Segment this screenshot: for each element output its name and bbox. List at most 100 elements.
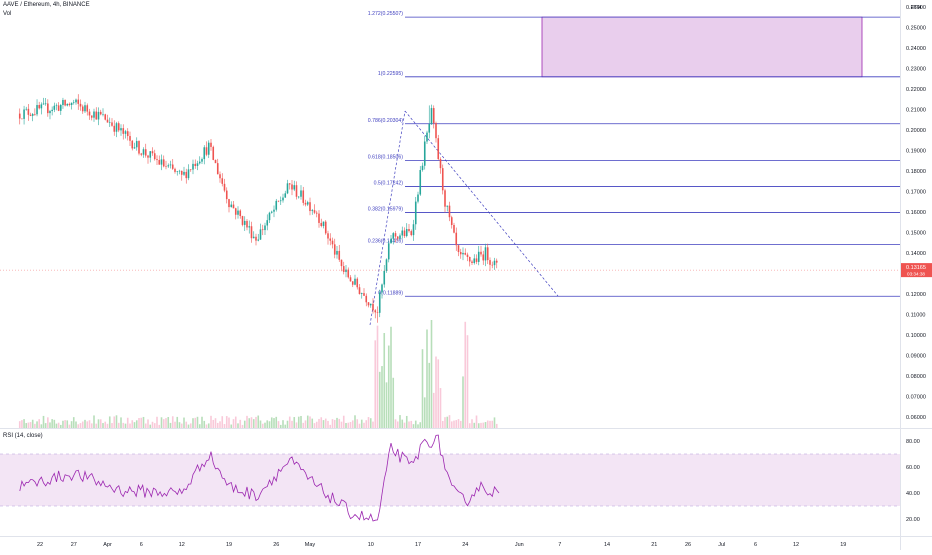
- volume-bar: [25, 423, 28, 428]
- candle-body: [369, 303, 372, 306]
- volume-bar: [223, 424, 226, 428]
- volume-bar: [288, 416, 291, 428]
- volume-bar: [313, 423, 316, 428]
- candle-body: [302, 190, 305, 203]
- volume-bar: [232, 419, 235, 428]
- volume-bar: [34, 423, 36, 428]
- rsi-axis[interactable]: 80.00 60.00 40.00 20.00: [906, 439, 920, 523]
- candle-body: [225, 190, 228, 200]
- candle-body: [203, 147, 206, 160]
- candle-body: [457, 245, 460, 253]
- candle-body: [131, 140, 134, 149]
- volume-bar: [255, 416, 257, 428]
- price-tick-label: 0.11000: [906, 313, 925, 319]
- volume-bar: [180, 423, 183, 428]
- volume-bar: [349, 421, 352, 428]
- volume-bar: [216, 422, 219, 428]
- symbol-legend[interactable]: AAVE / Ethereum, 4h, BINANCE: [3, 2, 90, 8]
- candle-body: [241, 216, 244, 225]
- volume-legend[interactable]: Vol: [3, 11, 12, 17]
- current-price-tag: 0.13165 03:34:38: [901, 263, 932, 278]
- volume-bar: [210, 415, 212, 428]
- candle-body: [25, 108, 28, 110]
- candle-body: [81, 106, 84, 112]
- candle-body: [489, 260, 491, 265]
- volume-bar: [129, 423, 131, 428]
- candle-body: [315, 212, 318, 214]
- candle-body: [356, 278, 359, 288]
- candle-body: [133, 147, 136, 149]
- candle-body: [102, 114, 104, 115]
- candle-body: [187, 169, 190, 179]
- volume-bar: [284, 424, 287, 428]
- volume-bar: [149, 424, 152, 428]
- candle-body: [493, 260, 496, 266]
- volume-bar: [93, 415, 95, 428]
- time-tick-label: 12: [179, 542, 185, 548]
- volume-bar: [462, 376, 464, 428]
- volume-bar: [165, 418, 167, 428]
- fib-level-label: 0.382(0.15979): [368, 206, 403, 212]
- volume-bar: [347, 422, 350, 428]
- volume-bar: [304, 420, 307, 428]
- volume-bar: [385, 382, 388, 428]
- price-axis[interactable]: 0.26000 0.25000 0.24000 0.23000 0.22000 0.210…: [906, 5, 926, 421]
- volume-bar: [113, 416, 116, 428]
- time-tick-label: 26: [273, 542, 279, 548]
- candle-body: [423, 141, 426, 166]
- time-tick-label: May: [305, 542, 316, 548]
- candle-body: [36, 105, 38, 115]
- volume-bar: [419, 422, 422, 428]
- volume-bar: [309, 416, 311, 428]
- candle-body: [446, 205, 449, 207]
- candle-body: [210, 142, 212, 147]
- candle-body: [435, 123, 437, 139]
- volume-bar: [345, 422, 347, 428]
- volume-bar: [225, 416, 228, 428]
- time-tick-label: Apr: [103, 542, 112, 548]
- candle-body: [288, 183, 291, 185]
- price-tick-label: 0.09000: [906, 354, 926, 360]
- volume-bar: [297, 416, 300, 428]
- candle-body: [205, 147, 208, 155]
- volume-bar: [72, 417, 75, 428]
- volume-bar: [414, 420, 417, 428]
- candle-body: [185, 171, 188, 179]
- candle-body: [419, 170, 422, 195]
- fibonacci-retracement[interactable]: 1.272(0.25507) 1(0.22595) 0.786(0.20304) 0.…: [368, 11, 900, 297]
- price-tick-label: 0.25000: [906, 26, 926, 32]
- candle-body: [180, 170, 183, 175]
- candle-body: [291, 184, 293, 190]
- volume-bar: [248, 418, 251, 428]
- fib-target-zone[interactable]: [541, 16, 863, 78]
- volume-bar: [340, 421, 343, 428]
- candle-body: [72, 102, 75, 103]
- candle-body: [439, 159, 442, 169]
- volume-bar: [277, 421, 280, 428]
- candle-body: [90, 115, 93, 118]
- candle-body: [466, 254, 469, 257]
- bar-countdown: 03:34:38: [907, 272, 925, 277]
- candle-body: [275, 200, 278, 210]
- volume-bar: [306, 415, 309, 428]
- candle-body: [115, 123, 118, 132]
- volume-bar: [365, 420, 368, 428]
- volume-bar: [42, 415, 45, 428]
- volume-bar: [374, 340, 377, 428]
- trendlines[interactable]: [369, 110, 559, 326]
- candle-body: [333, 244, 336, 255]
- time-axis[interactable]: 22 27 Apr 6 12 19 26 May 10 17 24 Jun 7 14 21 26 Jul 6 12 1…: [37, 542, 846, 548]
- volume-bar: [51, 419, 53, 428]
- rsi-legend[interactable]: RSI (14, close): [3, 433, 43, 439]
- candle-body: [64, 99, 66, 106]
- volume-bar: [484, 422, 487, 428]
- candle-body: [38, 105, 40, 109]
- volume-bar: [228, 417, 230, 428]
- volume-bar: [477, 423, 480, 428]
- volume-bar: [369, 418, 372, 428]
- fib-anchor-line[interactable]: [369, 110, 406, 326]
- descending-trendline[interactable]: [404, 110, 559, 297]
- candle-body: [212, 146, 215, 160]
